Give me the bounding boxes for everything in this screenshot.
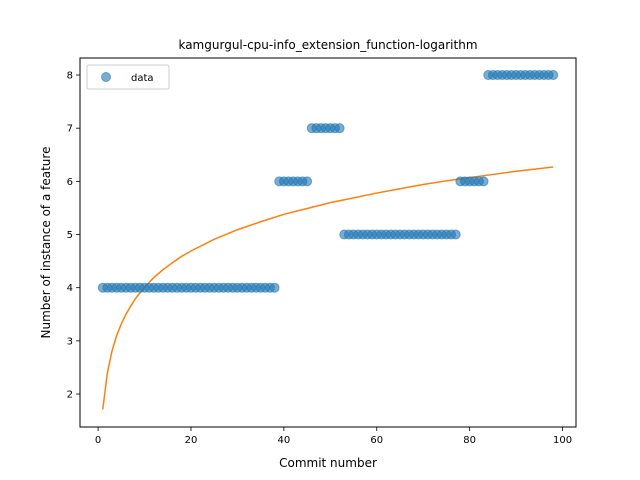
- x-tick-label: 80: [463, 435, 476, 446]
- y-tick-label: 3: [67, 336, 73, 347]
- x-tick-label: 20: [185, 435, 198, 446]
- y-tick-label: 6: [67, 177, 73, 188]
- data-point: [548, 70, 559, 81]
- data-point: [269, 282, 280, 293]
- x-axis: 0 20 40 60 80 100: [95, 427, 572, 446]
- legend-box: [86, 64, 170, 90]
- data-point: [450, 229, 461, 240]
- data-point: [334, 123, 345, 134]
- fit-line: [102, 166, 554, 410]
- y-axis-label: Number of instance of a feature: [39, 147, 53, 339]
- data-point: [478, 176, 489, 187]
- legend-label-data: data: [131, 73, 154, 84]
- plot-area: [97, 70, 559, 410]
- x-tick-label: 0: [95, 435, 101, 446]
- y-tick-label: 8: [67, 71, 73, 82]
- y-tick-label: 4: [67, 283, 73, 294]
- legend-marker-data: [101, 72, 111, 82]
- y-tick-label: 5: [67, 230, 73, 241]
- x-tick-label: 40: [278, 435, 291, 446]
- data-point: [302, 176, 313, 187]
- y-axis: 2 3 4 5 6 7 8: [67, 71, 80, 401]
- chart-title: kamgurgul-cpu-info_extension_function-lo…: [178, 38, 477, 52]
- axes-frame: [79, 57, 577, 428]
- y-tick-label: 2: [67, 390, 73, 401]
- legend: data: [86, 64, 170, 90]
- x-tick-label: 60: [370, 435, 383, 446]
- x-axis-label: Commit number: [279, 456, 377, 470]
- y-tick-label: 7: [67, 124, 73, 135]
- x-tick-label: 100: [553, 435, 572, 446]
